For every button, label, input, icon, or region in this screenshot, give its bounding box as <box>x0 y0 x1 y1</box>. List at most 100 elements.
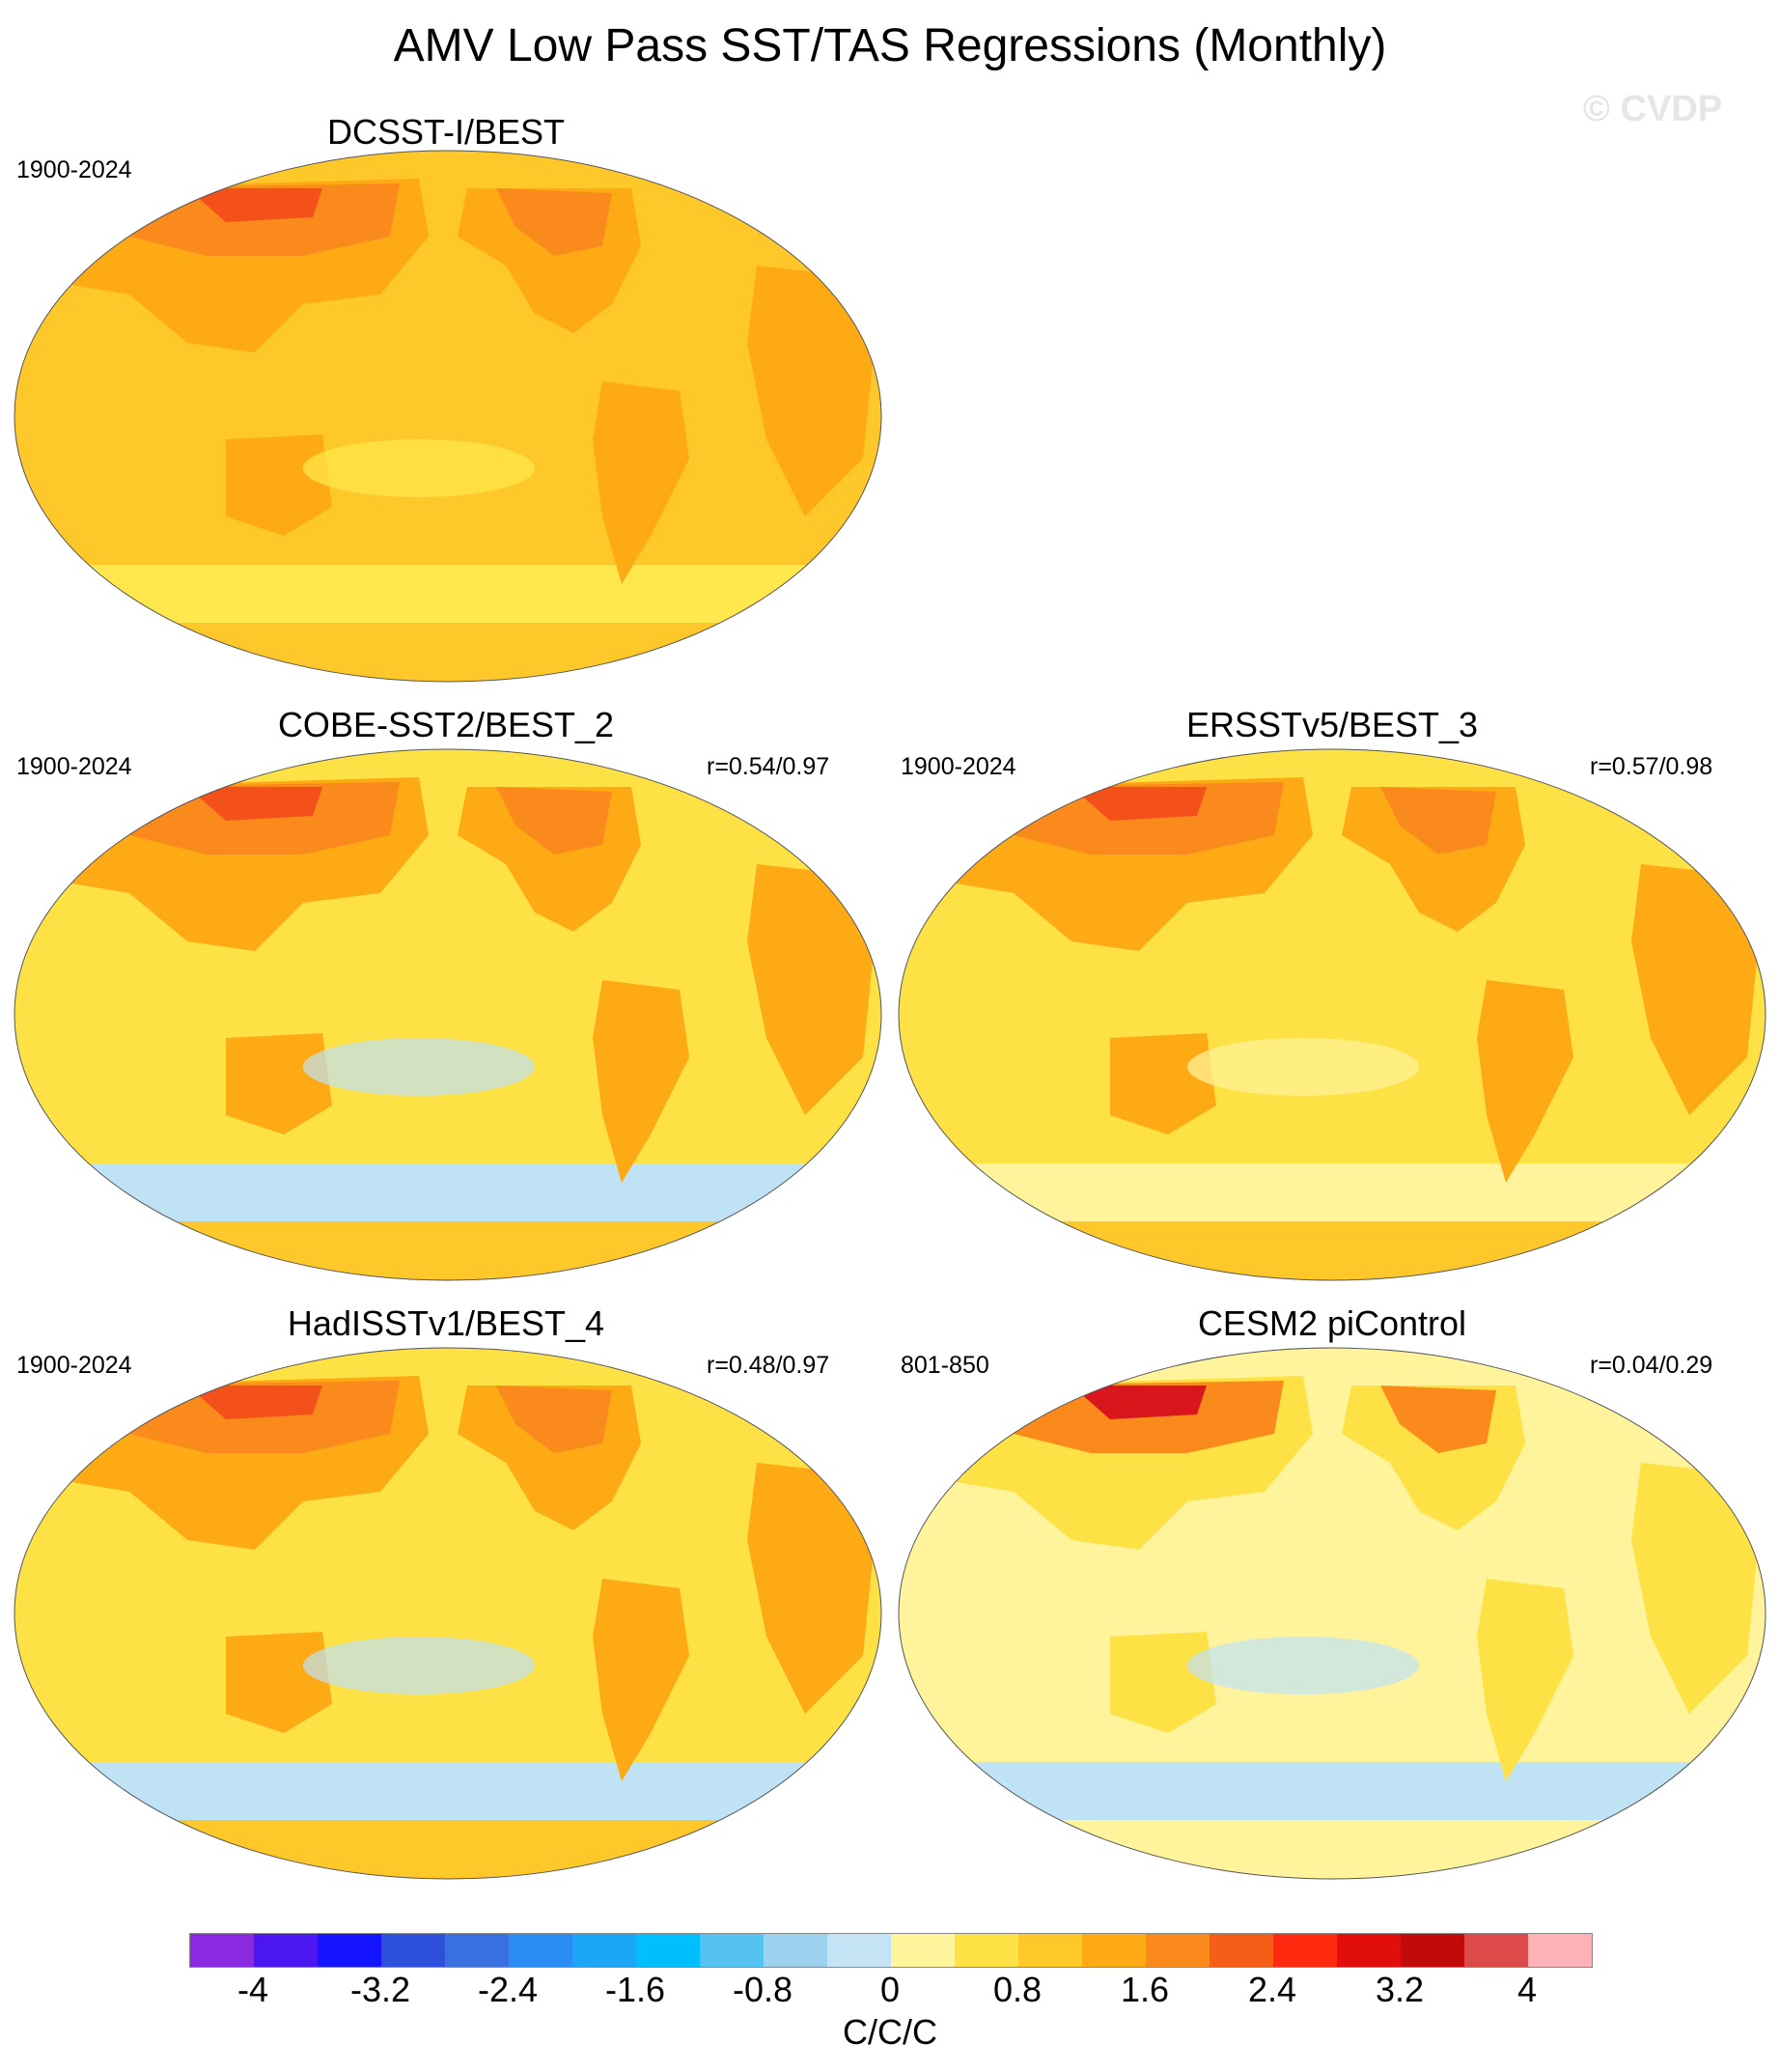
colorbar-swatch <box>1146 1934 1210 1967</box>
pacific-anomaly <box>1187 1038 1419 1096</box>
panel-corr-cobe: r=0.54/0.97 <box>707 753 830 780</box>
pacific-anomaly <box>303 439 535 497</box>
siberia-hotspot <box>187 1386 322 1419</box>
southern-ocean-band <box>14 565 881 623</box>
siberia-hotspot <box>1071 1386 1207 1419</box>
canada-region <box>1380 1386 1496 1453</box>
panel-corr-hadisst: r=0.48/0.97 <box>707 1352 830 1379</box>
colorbar-tick-label: 3.2 <box>1375 1970 1425 2009</box>
panel-corr-cesm2: r=0.04/0.29 <box>1590 1352 1713 1379</box>
panel-period-cesm2: 801-850 <box>901 1352 989 1379</box>
map-field <box>899 1348 1766 1879</box>
colorbar-swatch <box>1018 1934 1082 1967</box>
map-outline <box>898 748 1766 1281</box>
figure-title: AMV Low Pass SST/TAS Regressions (Monthl… <box>393 20 1387 71</box>
colorbar-swatch <box>572 1934 636 1967</box>
antarctica-region <box>14 1820 881 1879</box>
panel-title-dcsst: DCSST-I/BEST <box>326 112 566 152</box>
south-america-region <box>1477 1579 1573 1781</box>
south-america-region <box>1477 980 1573 1183</box>
australia-region <box>1110 1632 1216 1733</box>
south-america-region <box>593 980 689 1183</box>
canada-region <box>496 1386 612 1453</box>
colorbar-tick-label: 1.6 <box>1120 1970 1170 2009</box>
canada-region <box>496 188 612 256</box>
antarctica-region <box>14 1221 881 1280</box>
canada-region <box>496 787 612 854</box>
southern-ocean-band <box>14 1762 881 1820</box>
map-outline <box>898 1347 1766 1880</box>
colorbar-swatch <box>381 1934 445 1967</box>
africa-region <box>1631 1463 1757 1714</box>
map-field <box>14 749 881 1280</box>
panel-period-dcsst: 1900-2024 <box>16 156 132 183</box>
siberia-hotspot <box>187 787 322 821</box>
australia-region <box>1110 1033 1216 1134</box>
map-field <box>899 749 1766 1280</box>
panel-title-hadisst: HadISSTv1/BEST_4 <box>287 1303 605 1343</box>
south-america-region <box>593 1579 689 1781</box>
colorbar-tick-label: 2.4 <box>1247 1970 1297 2009</box>
panel-corr-ersst: r=0.57/0.98 <box>1590 753 1713 780</box>
southern-ocean-band <box>899 1762 1766 1820</box>
colorbar-swatch <box>1210 1934 1273 1967</box>
colorbar-tick-label: 0.8 <box>992 1970 1043 2009</box>
africa-region <box>1631 864 1757 1115</box>
colorbar <box>189 1933 1593 1968</box>
map-cobe <box>14 748 882 1281</box>
siberia-hotspot <box>1071 787 1207 821</box>
colorbar-swatch <box>764 1934 827 1967</box>
colorbar-tick-label: 4 <box>1516 1970 1538 2009</box>
colorbar-units: C/C/C <box>843 2012 937 2052</box>
map-outline <box>14 150 882 683</box>
africa-region <box>747 266 873 517</box>
southern-ocean-band <box>14 1163 881 1221</box>
colorbar-swatch <box>955 1934 1018 1967</box>
panel-period-cobe: 1900-2024 <box>16 753 132 780</box>
colorbar-swatch <box>509 1934 572 1967</box>
siberia-hotspot <box>187 188 322 222</box>
colorbar-swatch <box>445 1934 509 1967</box>
colorbar-swatch <box>1082 1934 1146 1967</box>
pacific-anomaly <box>303 1038 535 1096</box>
colorbar-swatch <box>1337 1934 1401 1967</box>
map-outline <box>14 1347 882 1880</box>
canada-region <box>1380 787 1496 854</box>
colorbar-tick-label: -0.8 <box>732 1970 793 2009</box>
pacific-anomaly <box>303 1637 535 1694</box>
panel-title-cesm2: CESM2 piControl <box>1197 1303 1467 1343</box>
panel-period-hadisst: 1900-2024 <box>16 1352 132 1379</box>
colorbar-swatch <box>1464 1934 1528 1967</box>
australia-region <box>226 1632 332 1733</box>
antarctica-region <box>899 1820 1766 1879</box>
colorbar-swatch <box>318 1934 381 1967</box>
colorbar-swatch <box>1528 1934 1592 1967</box>
colorbar-swatch <box>1273 1934 1337 1967</box>
africa-region <box>747 864 873 1115</box>
map-outline <box>14 748 882 1281</box>
australia-region <box>226 434 332 536</box>
colorbar-swatch <box>700 1934 764 1967</box>
map-dcsst <box>14 150 882 683</box>
antarctica-region <box>14 623 881 682</box>
africa-region <box>747 1463 873 1714</box>
colorbar-tick-label: -3.2 <box>349 1970 411 2009</box>
colorbar-swatch <box>254 1934 318 1967</box>
map-ersst <box>898 748 1766 1281</box>
southern-ocean-band <box>899 1163 1766 1221</box>
colorbar-swatch <box>190 1934 254 1967</box>
panel-period-ersst: 1900-2024 <box>901 753 1016 780</box>
cvdp-watermark: © CVDP <box>1583 89 1723 129</box>
colorbar-tick-label: -1.6 <box>604 1970 666 2009</box>
colorbar-swatch <box>636 1934 700 1967</box>
map-field <box>14 151 881 682</box>
panel-title-ersst: ERSSTv5/BEST_3 <box>1185 705 1479 744</box>
map-cesm2 <box>898 1347 1766 1880</box>
antarctica-region <box>899 1221 1766 1280</box>
colorbar-tick-label: -2.4 <box>477 1970 539 2009</box>
colorbar-tick-label: -4 <box>236 1970 268 2009</box>
panel-title-cobe: COBE-SST2/BEST_2 <box>277 705 615 744</box>
map-hadisst <box>14 1347 882 1880</box>
colorbar-swatch <box>891 1934 955 1967</box>
australia-region <box>226 1033 332 1134</box>
